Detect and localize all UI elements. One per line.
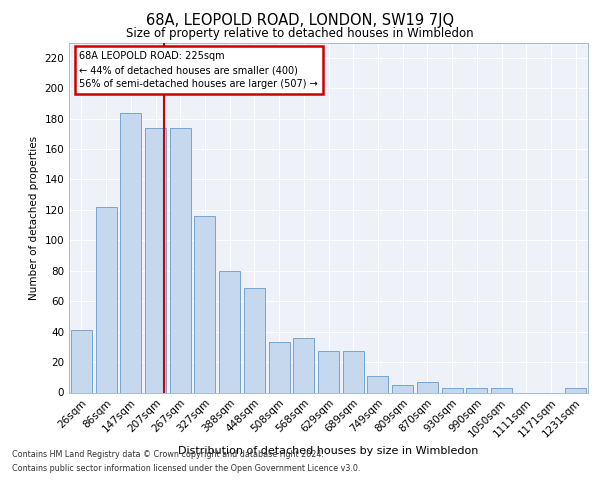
Bar (95, 207, 116, 392)
Bar (145, 128, 166, 392)
Bar (442, 388, 463, 392)
Bar (269, 342, 290, 392)
Bar (318, 352, 339, 393)
Bar (367, 376, 388, 392)
Bar (343, 352, 364, 393)
Text: 68A, LEOPOLD ROAD, LONDON, SW19 7JQ: 68A, LEOPOLD ROAD, LONDON, SW19 7JQ (146, 12, 454, 28)
Bar (293, 338, 314, 392)
Text: Contains HM Land Registry data © Crown copyright and database right 2024.: Contains HM Land Registry data © Crown c… (12, 450, 324, 459)
Bar (71, 330, 92, 392)
Bar (392, 385, 413, 392)
Bar (565, 388, 586, 392)
Bar (417, 382, 438, 392)
Bar (219, 271, 240, 392)
Bar (244, 288, 265, 393)
Text: Contains public sector information licensed under the Open Government Licence v3: Contains public sector information licen… (12, 464, 361, 473)
Bar (491, 388, 512, 392)
X-axis label: Distribution of detached houses by size in Wimbledon: Distribution of detached houses by size … (178, 446, 479, 456)
Y-axis label: Number of detached properties: Number of detached properties (29, 136, 39, 300)
Bar (120, 112, 141, 392)
Bar (170, 128, 191, 392)
Bar (466, 388, 487, 392)
Text: Size of property relative to detached houses in Wimbledon: Size of property relative to detached ho… (126, 28, 474, 40)
Bar (194, 216, 215, 392)
Text: 68A LEOPOLD ROAD: 225sqm
← 44% of detached houses are smaller (400)
56% of semi-: 68A LEOPOLD ROAD: 225sqm ← 44% of detach… (79, 52, 318, 90)
